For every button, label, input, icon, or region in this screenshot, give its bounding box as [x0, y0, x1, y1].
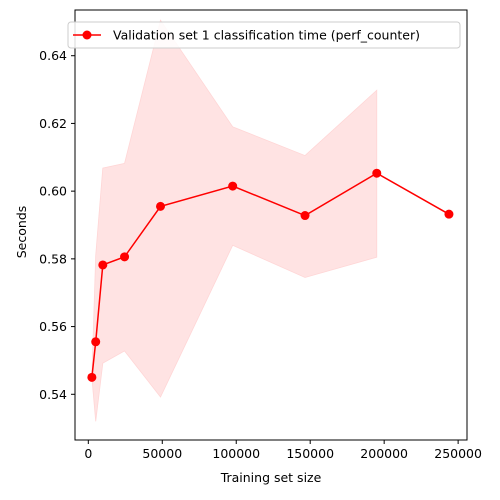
series-0-point-5: [228, 181, 238, 191]
legend-marker-swatch: [82, 30, 92, 40]
series-0-point-3: [120, 252, 130, 262]
series-0-point-4: [156, 201, 166, 211]
y-tick-label-4: 0.62: [39, 116, 67, 131]
series-0-point-6: [300, 211, 310, 221]
x-tick-label-0: 0: [84, 446, 92, 461]
series-0-point-1: [91, 337, 101, 347]
series-0-point-2: [98, 260, 108, 270]
plot-area: [87, 19, 454, 422]
series-0-point-0: [87, 372, 97, 382]
x-tick-label-3: 150000: [286, 446, 334, 461]
x-tick-label-4: 200000: [360, 446, 408, 461]
y-axis-label: Seconds: [14, 206, 29, 259]
y-tick-label-0: 0.54: [39, 387, 67, 402]
plot-frame: [74, 9, 468, 441]
y-tick-label-3: 0.60: [39, 184, 67, 199]
x-tick-label-2: 100000: [212, 446, 260, 461]
legend: Validation set 1 classification time (pe…: [67, 21, 461, 49]
axes: 0 50000 100000 150000 200000 250000 0.54 0.56 0.…: [39, 9, 482, 461]
series-0-point-7: [372, 168, 382, 178]
y-tick-label-2: 0.58: [39, 251, 67, 266]
legend-entry-label: Validation set 1 classification time (pe…: [113, 28, 420, 43]
y-tick-label-1: 0.56: [39, 319, 67, 334]
series-0-point-8: [444, 209, 454, 219]
x-tick-label-5: 250000: [434, 446, 482, 461]
x-axis-label: Training set size: [220, 470, 322, 485]
x-tick-label-1: 50000: [142, 446, 182, 461]
y-tick-label-5: 0.64: [39, 48, 67, 63]
legend-frame: [67, 21, 461, 49]
